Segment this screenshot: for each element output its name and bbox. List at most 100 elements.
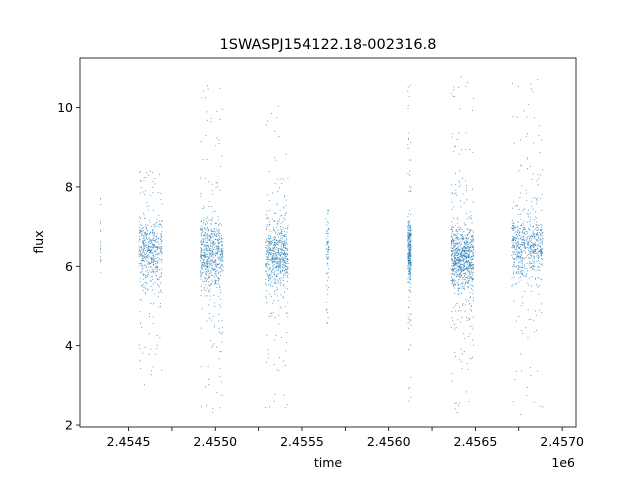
data-point <box>155 251 157 253</box>
data-point <box>526 395 528 397</box>
data-point <box>272 261 274 263</box>
data-point <box>201 267 203 269</box>
data-point <box>460 263 463 265</box>
data-point <box>213 235 215 237</box>
data-point <box>278 264 280 266</box>
data-point <box>451 242 453 244</box>
data-point <box>472 232 474 234</box>
data-point <box>200 228 202 230</box>
data-point <box>216 266 218 269</box>
data-point <box>142 274 145 276</box>
data-point <box>208 276 210 278</box>
x-tick-label: 2.4545 <box>107 434 151 449</box>
data-point <box>153 303 155 305</box>
data-point <box>203 207 205 209</box>
data-point <box>276 243 278 245</box>
data-point <box>217 216 219 218</box>
data-point <box>457 267 459 269</box>
data-point <box>286 231 288 233</box>
data-point <box>150 370 153 372</box>
data-point <box>517 247 519 249</box>
data-point <box>529 240 531 242</box>
data-point <box>160 275 163 277</box>
data-point <box>273 250 275 252</box>
data-point <box>273 273 275 275</box>
data-point <box>218 313 220 316</box>
data-point <box>217 241 219 243</box>
data-point <box>519 197 521 199</box>
data-point <box>517 250 519 252</box>
data-point <box>522 271 524 273</box>
data-point <box>407 228 409 230</box>
data-point <box>142 227 144 229</box>
data-point <box>160 253 162 255</box>
data-point <box>268 225 270 227</box>
data-point <box>461 256 463 258</box>
data-point <box>161 252 163 254</box>
data-point <box>459 262 461 264</box>
data-point <box>465 262 467 264</box>
data-point <box>470 245 472 247</box>
data-point <box>220 275 222 277</box>
data-point <box>214 243 216 245</box>
data-point <box>460 260 462 262</box>
data-point <box>409 247 411 249</box>
data-point <box>148 261 150 263</box>
data-point <box>283 217 285 219</box>
data-point <box>209 248 212 250</box>
data-point <box>536 234 538 236</box>
data-point <box>460 348 462 350</box>
data-point <box>208 277 210 279</box>
data-point <box>209 299 211 301</box>
data-point <box>454 324 456 326</box>
data-point <box>158 243 160 245</box>
data-point <box>457 254 459 256</box>
data-point <box>200 235 202 237</box>
data-point <box>153 226 155 228</box>
data-point <box>523 245 526 247</box>
data-point <box>519 235 521 237</box>
data-point <box>520 270 522 273</box>
data-point <box>522 235 525 237</box>
data-point <box>408 289 410 291</box>
data-point <box>471 269 473 271</box>
data-point <box>528 251 530 253</box>
data-point <box>281 261 283 263</box>
data-point <box>466 228 468 230</box>
data-point <box>522 242 524 244</box>
data-point <box>272 244 275 246</box>
data-point <box>521 261 523 263</box>
data-point <box>200 252 202 254</box>
data-point <box>158 306 160 308</box>
data-point <box>274 253 276 255</box>
data-point <box>213 262 215 264</box>
data-point <box>463 274 466 276</box>
data-point <box>272 256 274 258</box>
data-point <box>327 293 329 296</box>
data-point <box>469 267 472 269</box>
data-point <box>465 316 468 318</box>
data-point <box>458 249 460 251</box>
data-point <box>454 257 456 260</box>
x-tick-label: 2.4570 <box>540 434 584 449</box>
data-point <box>268 353 270 355</box>
data-point <box>472 265 474 267</box>
data-point <box>209 260 211 262</box>
data-point <box>142 278 144 280</box>
data-point <box>463 350 465 352</box>
data-point <box>536 197 538 199</box>
data-point <box>459 244 461 246</box>
data-point <box>214 244 216 247</box>
data-point <box>159 259 161 261</box>
data-point <box>327 317 329 319</box>
data-point <box>454 408 456 410</box>
data-point <box>472 277 474 279</box>
data-point <box>211 246 213 248</box>
data-point <box>143 384 145 386</box>
data-point <box>407 239 409 241</box>
data-point <box>281 278 283 280</box>
data-point <box>152 270 154 272</box>
data-point <box>407 172 409 175</box>
data-point <box>138 232 140 234</box>
data-point <box>272 228 274 230</box>
